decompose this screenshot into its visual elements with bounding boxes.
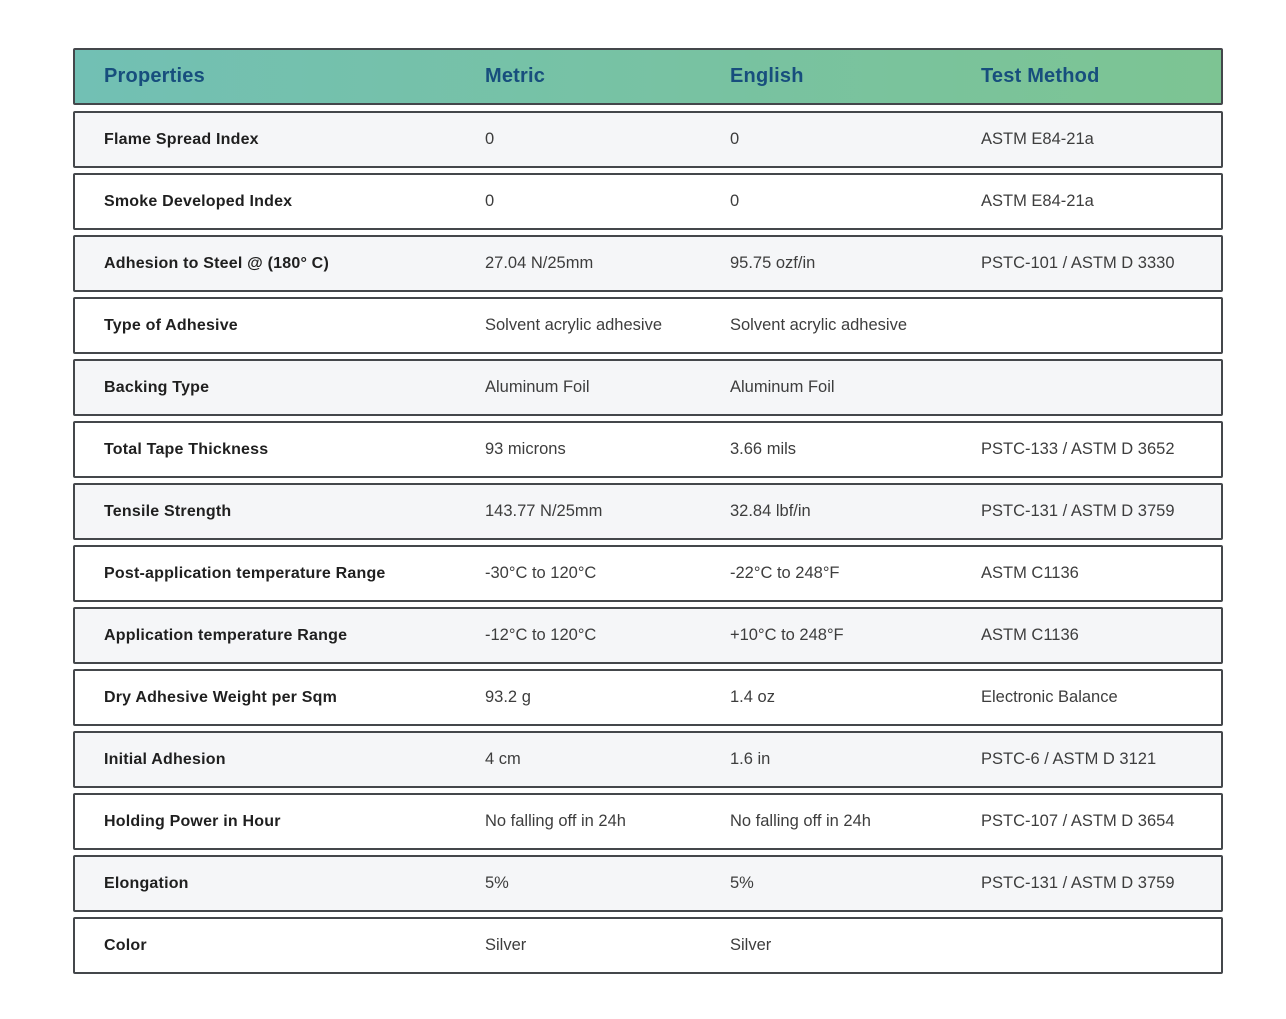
- metric-value: -12°C to 120°C: [485, 626, 597, 644]
- table-row: Tensile Strength 143.77 N/25mm 32.84 lbf…: [73, 483, 1223, 540]
- test-method-value: ASTM C1136: [981, 626, 1079, 644]
- english-value: 1.4 oz: [730, 688, 775, 706]
- english-value: 0: [730, 192, 740, 210]
- table-row: Holding Power in Hour No falling off in …: [73, 793, 1223, 850]
- property-label: Elongation: [104, 874, 189, 892]
- english-value: Solvent acrylic adhesive: [730, 316, 908, 334]
- column-header-metric: Metric: [485, 65, 546, 87]
- property-label: Total Tape Thickness: [104, 440, 269, 458]
- table-row: Elongation 5% 5% PSTC-131 / ASTM D 3759: [73, 855, 1223, 912]
- property-label: Type of Adhesive: [104, 316, 238, 334]
- property-label: Post-application temperature Range: [104, 564, 386, 582]
- metric-value: -30°C to 120°C: [485, 564, 597, 582]
- english-value: Silver: [730, 936, 772, 954]
- table-row: Dry Adhesive Weight per Sqm 93.2 g 1.4 o…: [73, 669, 1223, 726]
- metric-value: No falling off in 24h: [485, 812, 626, 830]
- table-row: Flame Spread Index 0 0 ASTM E84-21a: [73, 111, 1223, 168]
- table-row: Application temperature Range -12°C to 1…: [73, 607, 1223, 664]
- test-method-value: PSTC-6 / ASTM D 3121: [981, 750, 1157, 768]
- metric-value: 27.04 N/25mm: [485, 254, 594, 272]
- column-header-properties: Properties: [104, 65, 205, 87]
- metric-value: 143.77 N/25mm: [485, 502, 603, 520]
- english-value: -22°C to 248°F: [730, 564, 840, 582]
- metric-value: 0: [485, 192, 495, 210]
- test-method-value: PSTC-101 / ASTM D 3330: [981, 254, 1175, 272]
- property-label: Initial Adhesion: [104, 750, 226, 768]
- test-method-value: Electronic Balance: [981, 688, 1118, 706]
- property-label: Smoke Developed Index: [104, 192, 293, 210]
- metric-value: Silver: [485, 936, 527, 954]
- test-method-value: PSTC-131 / ASTM D 3759: [981, 502, 1175, 520]
- column-header-test-method: Test Method: [981, 65, 1100, 87]
- spec-table: Properties Metric English Test Method Fl…: [73, 48, 1223, 979]
- metric-value: 93.2 g: [485, 688, 531, 706]
- metric-value: Solvent acrylic adhesive: [485, 316, 663, 334]
- english-value: Aluminum Foil: [730, 378, 835, 396]
- property-label: Application temperature Range: [104, 626, 348, 644]
- test-method-value: ASTM C1136: [981, 564, 1079, 582]
- property-label: Backing Type: [104, 378, 210, 396]
- table-row: Initial Adhesion 4 cm 1.6 in PSTC-6 / AS…: [73, 731, 1223, 788]
- metric-value: 5%: [485, 874, 509, 892]
- english-value: 5%: [730, 874, 754, 892]
- table-row: Total Tape Thickness 93 microns 3.66 mil…: [73, 421, 1223, 478]
- english-value: 1.6 in: [730, 750, 771, 768]
- test-method-value: PSTC-133 / ASTM D 3652: [981, 440, 1175, 458]
- property-label: Color: [104, 936, 147, 954]
- english-value: 32.84 lbf/in: [730, 502, 811, 520]
- property-label: Adhesion to Steel @ (180° C): [104, 254, 329, 272]
- english-value: +10°C to 248°F: [730, 626, 844, 644]
- table-row: Color Silver Silver: [73, 917, 1223, 974]
- metric-value: 0: [485, 130, 495, 148]
- test-method-value: PSTC-107 / ASTM D 3654: [981, 812, 1175, 830]
- english-value: 0: [730, 130, 740, 148]
- property-label: Dry Adhesive Weight per Sqm: [104, 688, 338, 706]
- table-row: Adhesion to Steel @ (180° C) 27.04 N/25m…: [73, 235, 1223, 292]
- test-method-value: ASTM E84-21a: [981, 130, 1094, 148]
- property-label: Tensile Strength: [104, 502, 232, 520]
- table-row: Post-application temperature Range -30°C…: [73, 545, 1223, 602]
- english-value: 95.75 ozf/in: [730, 254, 816, 272]
- metric-value: 4 cm: [485, 750, 521, 768]
- table-row: Smoke Developed Index 0 0 ASTM E84-21a: [73, 173, 1223, 230]
- metric-value: Aluminum Foil: [485, 378, 590, 396]
- table-row: Backing Type Aluminum Foil Aluminum Foil: [73, 359, 1223, 416]
- property-label: Flame Spread Index: [104, 130, 259, 148]
- test-method-value: ASTM E84-21a: [981, 192, 1094, 210]
- test-method-value: PSTC-131 / ASTM D 3759: [981, 874, 1175, 892]
- english-value: 3.66 mils: [730, 440, 797, 458]
- metric-value: 93 microns: [485, 440, 566, 458]
- table-row: Type of Adhesive Solvent acrylic adhesiv…: [73, 297, 1223, 354]
- property-label: Holding Power in Hour: [104, 812, 281, 830]
- column-header-english: English: [730, 65, 804, 87]
- table-header-row: Properties Metric English Test Method: [73, 48, 1223, 105]
- english-value: No falling off in 24h: [730, 812, 871, 830]
- table-body: Flame Spread Index 0 0 ASTM E84-21a Smok…: [73, 111, 1223, 974]
